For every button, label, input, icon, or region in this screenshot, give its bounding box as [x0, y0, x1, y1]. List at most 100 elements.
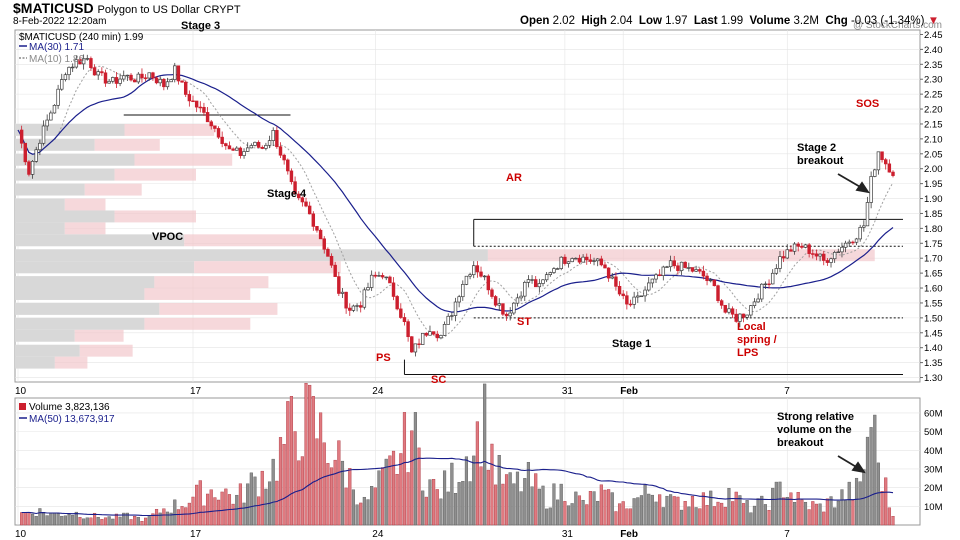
- high-value: 2.04: [610, 15, 633, 27]
- down-arrow-icon: ▼: [927, 15, 940, 27]
- volume-bar-down: [154, 508, 159, 526]
- candle-up: [461, 284, 465, 298]
- candle-up: [173, 65, 177, 80]
- volume-bar-up: [727, 488, 731, 526]
- candle-up: [552, 268, 556, 273]
- volume-bar-up: [468, 481, 472, 526]
- volume-bar-down: [432, 479, 436, 526]
- volume-bar-up: [818, 503, 822, 526]
- volume-bar-down: [391, 450, 396, 526]
- volume-bar-down: [359, 502, 363, 526]
- last-value: 1.99: [720, 15, 744, 27]
- candle-down: [198, 106, 203, 109]
- candle-up: [548, 272, 553, 275]
- price-tick-label: 2.25: [924, 90, 943, 101]
- volume-bar-up: [85, 517, 89, 526]
- volume-tick-label: 60M: [924, 408, 943, 419]
- volume-bar-up: [96, 517, 100, 526]
- candle-down: [822, 253, 826, 261]
- candle-up: [457, 296, 461, 303]
- vbp-bar-down: [15, 288, 145, 300]
- volume-bar-up: [242, 502, 246, 526]
- volume-bar-up: [122, 512, 126, 526]
- candle-up: [446, 315, 450, 325]
- volume-bar-up: [752, 505, 757, 526]
- volume-bar-up: [661, 507, 665, 526]
- price-legend: $MATICUSD (240 min) 1.99 MA(30) 1.71 MA(…: [19, 32, 144, 65]
- candle-up: [873, 169, 877, 177]
- candle-up: [442, 324, 447, 336]
- candle-down: [89, 58, 93, 69]
- candle-up: [136, 73, 141, 83]
- candle-up: [876, 151, 881, 171]
- volume-bar-up: [792, 502, 797, 526]
- breakout-arrow: [837, 173, 863, 189]
- volume-bar-down: [184, 507, 188, 526]
- candle-down: [224, 143, 228, 147]
- candle-down: [315, 226, 319, 231]
- candle-up: [264, 144, 268, 149]
- candle-down: [603, 264, 607, 269]
- vbp-bar-down: [15, 123, 125, 136]
- candle-down: [304, 201, 308, 207]
- volume-bar-down: [676, 496, 680, 526]
- legend-ma30: MA(30) 1.71: [29, 42, 84, 53]
- volume-bar-down: [887, 507, 891, 526]
- candle-down: [701, 270, 706, 277]
- volume-bar-down: [814, 503, 819, 526]
- vbp-bar-down: [15, 276, 155, 289]
- candle-down: [100, 71, 104, 74]
- volume-bar-down: [424, 496, 428, 526]
- volume-bar-down: [198, 480, 202, 526]
- candle-up: [60, 79, 64, 90]
- candle-down: [282, 154, 286, 161]
- volume-bar-up: [763, 504, 767, 526]
- candle-down: [617, 285, 622, 295]
- volume-bar-up: [836, 500, 840, 526]
- candle-down: [479, 271, 483, 277]
- volume-bar-up: [107, 516, 111, 526]
- candle-down: [162, 79, 166, 88]
- label-ar: AR: [506, 172, 522, 184]
- candle-up: [169, 79, 173, 83]
- candle-up: [41, 125, 46, 144]
- volume-bar-down: [501, 483, 505, 526]
- candle-up: [482, 275, 487, 278]
- candle-up: [366, 287, 370, 291]
- candle-up: [38, 142, 42, 151]
- candle-down: [814, 253, 819, 257]
- volume-bar-down: [789, 492, 793, 526]
- volume-bar-up: [49, 513, 53, 526]
- volume-bar-down: [891, 516, 895, 526]
- label-vol-1: Strong relative: [777, 411, 854, 423]
- volume-bar-down: [220, 491, 224, 526]
- volume-bar-up: [556, 499, 560, 526]
- volume-bar-down: [289, 396, 294, 526]
- volume-bar-down: [617, 503, 622, 526]
- volume-bar-up: [771, 487, 775, 526]
- vbp-bar-down: [15, 198, 65, 211]
- vbp-bar-up: [159, 302, 278, 315]
- candle-down: [698, 269, 702, 272]
- candle-up: [30, 160, 35, 175]
- candle-down: [388, 276, 392, 284]
- volume-bar-down: [603, 489, 607, 526]
- volume-bar-down: [78, 517, 82, 526]
- volume-bar-down: [176, 509, 180, 526]
- volume-bar-up: [125, 512, 129, 526]
- volume-bar-up: [596, 500, 600, 526]
- volume-bar-down: [275, 480, 279, 526]
- volume-bar-up: [413, 412, 417, 526]
- volume-bar-down: [851, 500, 855, 526]
- candle-down: [194, 100, 199, 108]
- candle-up: [774, 268, 779, 274]
- candle-up: [497, 303, 501, 306]
- volume-bar-down: [417, 447, 421, 526]
- candle-up: [566, 261, 571, 264]
- volume-bar-up: [158, 512, 162, 526]
- volume-bar-up: [876, 462, 880, 526]
- volume-bar-up: [833, 507, 837, 526]
- volume-bar-up: [639, 495, 644, 526]
- volume-bar-down: [406, 472, 410, 526]
- candle-down: [278, 146, 283, 156]
